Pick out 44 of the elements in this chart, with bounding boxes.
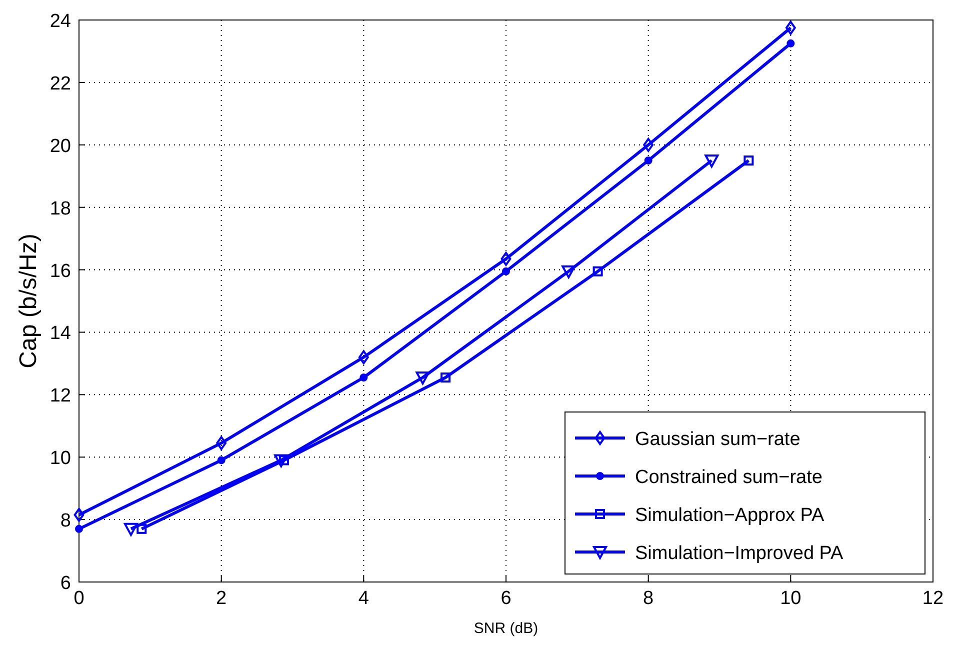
point xyxy=(74,508,84,522)
point xyxy=(562,265,576,278)
legend-label: Simulation−Approx PA xyxy=(635,505,825,526)
point xyxy=(785,20,796,35)
point xyxy=(592,266,603,276)
y-tick-label: 22 xyxy=(50,73,71,94)
y-tick-label: 20 xyxy=(50,136,71,157)
point xyxy=(786,39,795,48)
y-tick-label: 10 xyxy=(50,448,71,470)
legend-label: Constrained sum−rate xyxy=(635,467,822,488)
point xyxy=(500,252,512,266)
point xyxy=(358,350,369,364)
point xyxy=(644,156,652,164)
point xyxy=(75,524,83,533)
point xyxy=(136,524,147,534)
point xyxy=(416,371,430,384)
point xyxy=(643,138,654,152)
y-tick-label: 18 xyxy=(50,198,71,220)
point xyxy=(502,267,510,276)
y-tick-label: 14 xyxy=(50,323,72,344)
x-tick-label: 10 xyxy=(780,588,802,609)
point xyxy=(216,436,227,450)
y-axis-title: Cap (b/s/Hz) xyxy=(15,234,42,368)
x-tick-label: 4 xyxy=(358,588,370,609)
x-tick-label: 12 xyxy=(922,588,944,609)
legend-label: Simulation−Improved PA xyxy=(635,543,844,564)
y-tick-label: 12 xyxy=(50,386,71,407)
x-tick-label: 0 xyxy=(74,588,84,609)
x-tick-label: 8 xyxy=(643,588,654,609)
y-tick-label: 8 xyxy=(60,510,71,532)
x-tick-label: 6 xyxy=(500,588,512,609)
point xyxy=(217,456,226,464)
point xyxy=(744,156,754,166)
point xyxy=(124,522,138,536)
point xyxy=(274,454,288,468)
y-tick-label: 24 xyxy=(50,11,72,32)
y-tick-label: 6 xyxy=(60,573,71,594)
x-axis-title: SNR (dB) xyxy=(474,620,538,637)
y-tick-label: 16 xyxy=(50,260,71,282)
legend-label: Gaussian sum−rate xyxy=(635,429,800,450)
x-tick-label: 2 xyxy=(216,588,227,609)
point xyxy=(440,372,451,382)
point xyxy=(704,154,719,168)
point xyxy=(360,373,368,382)
